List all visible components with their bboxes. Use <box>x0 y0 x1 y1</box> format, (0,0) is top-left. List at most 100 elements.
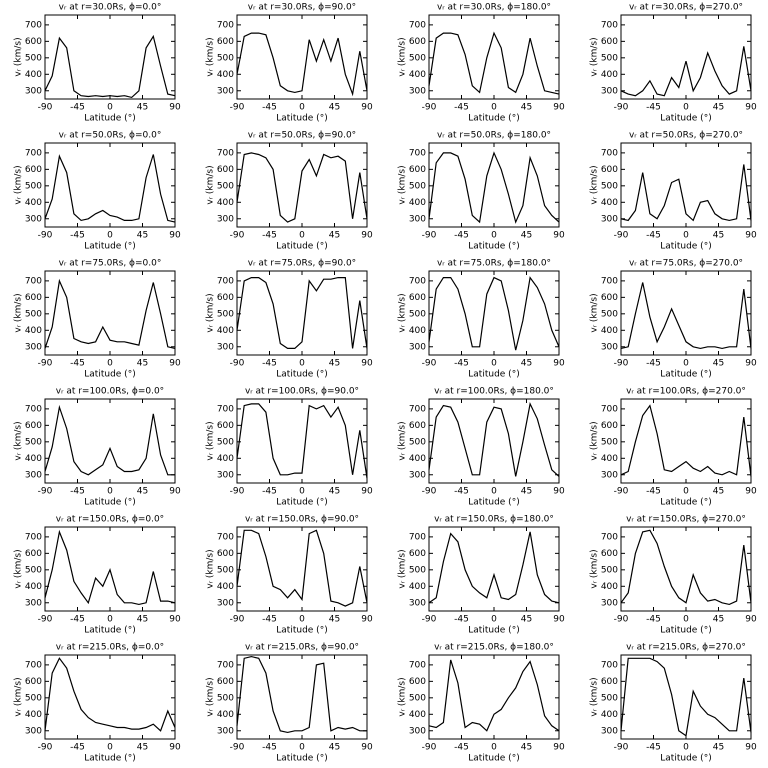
y-axis-label: vᵣ (km/s) <box>398 549 408 588</box>
x-tick-label: 45 <box>329 103 340 113</box>
y-tick-label: 400 <box>409 70 426 80</box>
x-axis-label: Latitude (°) <box>468 370 519 380</box>
chart-title: vᵣ at r=50.0Rs, ϕ=90.0° <box>248 131 356 141</box>
y-axis-label: vᵣ (km/s) <box>206 165 216 204</box>
x-tick-label: 0 <box>299 487 305 497</box>
y-tick-label: 300 <box>601 470 618 480</box>
x-tick-label: 0 <box>491 359 497 369</box>
y-axis-label: vᵣ (km/s) <box>14 549 24 588</box>
x-tick-label: -90 <box>38 615 53 625</box>
x-axis-label: Latitude (°) <box>276 370 327 380</box>
y-tick-label: 600 <box>25 677 42 687</box>
x-tick-label: 0 <box>299 103 305 113</box>
y-tick-label: 600 <box>409 549 426 559</box>
y-tick-label: 300 <box>217 342 234 352</box>
y-tick-label: 500 <box>25 565 42 575</box>
x-tick-label: -90 <box>422 743 437 753</box>
x-tick-label: -90 <box>422 231 437 241</box>
chart-title: vᵣ at r=215.0Rs, ϕ=0.0° <box>56 643 164 653</box>
data-line <box>236 403 368 479</box>
x-axis-label: Latitude (°) <box>276 498 327 508</box>
chart-title: vᵣ at r=75.0Rs, ϕ=270.0° <box>629 259 743 269</box>
x-tick-label: -90 <box>614 743 629 753</box>
y-tick-label: 700 <box>601 532 618 542</box>
y-tick-label: 700 <box>601 660 618 670</box>
x-axis-label: Latitude (°) <box>276 754 327 764</box>
y-axis-label: vᵣ (km/s) <box>206 421 216 460</box>
y-tick-label: 300 <box>25 470 42 480</box>
chart-title: vᵣ at r=215.0Rs, ϕ=180.0° <box>434 643 554 653</box>
x-tick-label: 0 <box>683 103 689 113</box>
y-tick-label: 400 <box>409 582 426 592</box>
x-axis-label: Latitude (°) <box>660 370 711 380</box>
y-tick-label: 600 <box>409 165 426 175</box>
x-tick-label: -45 <box>454 615 469 625</box>
y-axis-label: vᵣ (km/s) <box>590 421 600 460</box>
chart-title: vᵣ at r=75.0Rs, ϕ=180.0° <box>437 259 551 269</box>
data-line <box>44 404 175 476</box>
chart-title: vᵣ at r=100.0Rs, ϕ=90.0° <box>245 387 359 397</box>
chart-title: vᵣ at r=30.0Rs, ϕ=180.0° <box>437 3 551 13</box>
y-tick-label: 700 <box>601 20 618 30</box>
x-tick-label: 90 <box>361 743 373 753</box>
x-tick-label: -45 <box>262 743 277 753</box>
y-tick-label: 300 <box>409 726 426 736</box>
x-axis-label: Latitude (°) <box>84 498 135 508</box>
x-tick-label: 90 <box>745 487 757 497</box>
y-tick-label: 600 <box>217 293 234 303</box>
x-tick-label: -90 <box>230 103 245 113</box>
y-tick-label: 600 <box>217 421 234 431</box>
y-tick-label: 300 <box>601 214 618 224</box>
y-tick-label: 300 <box>217 598 234 608</box>
data-line <box>44 278 176 349</box>
x-tick-label: 45 <box>521 615 532 625</box>
plot-frame <box>428 14 560 100</box>
chart-title: vᵣ at r=215.0Rs, ϕ=270.0° <box>626 643 746 653</box>
y-tick-label: 400 <box>217 454 234 464</box>
y-tick-label: 500 <box>409 53 426 63</box>
y-tick-label: 400 <box>25 70 42 80</box>
x-tick-label: 0 <box>491 103 497 113</box>
x-tick-label: -90 <box>422 103 437 113</box>
y-tick-label: 700 <box>217 532 234 542</box>
y-tick-label: 400 <box>217 198 234 208</box>
y-tick-label: 300 <box>601 726 618 736</box>
x-tick-label: -45 <box>262 615 277 625</box>
plot-frame <box>620 398 752 484</box>
data-line <box>620 282 752 350</box>
y-tick-label: 600 <box>409 293 426 303</box>
chart-title: vᵣ at r=150.0Rs, ϕ=90.0° <box>245 515 359 525</box>
x-tick-label: -45 <box>646 743 661 753</box>
x-tick-label: 45 <box>713 359 724 369</box>
y-tick-label: 300 <box>217 726 234 736</box>
y-tick-label: 500 <box>217 437 234 447</box>
y-tick-label: 400 <box>217 70 234 80</box>
y-tick-label: 500 <box>217 309 234 319</box>
x-tick-label: 90 <box>361 487 373 497</box>
x-tick-label: 45 <box>137 359 148 369</box>
y-tick-label: 700 <box>25 532 42 542</box>
x-tick-label: -90 <box>38 487 53 497</box>
x-axis-label: Latitude (°) <box>660 242 711 252</box>
y-tick-label: 700 <box>409 660 426 670</box>
x-tick-label: -90 <box>422 487 437 497</box>
chart-title: vᵣ at r=150.0Rs, ϕ=180.0° <box>434 515 554 525</box>
chart-title: vᵣ at r=100.0Rs, ϕ=0.0° <box>56 387 164 397</box>
x-tick-label: -45 <box>646 231 661 241</box>
y-tick-label: 400 <box>217 710 234 720</box>
y-tick-label: 400 <box>409 198 426 208</box>
x-tick-label: 45 <box>521 103 532 113</box>
y-tick-label: 300 <box>25 598 42 608</box>
x-tick-label: -45 <box>70 487 85 497</box>
y-axis-label: vᵣ (km/s) <box>398 421 408 460</box>
data-line <box>620 46 752 97</box>
x-tick-label: -45 <box>70 103 85 113</box>
y-tick-label: 500 <box>409 437 426 447</box>
x-tick-label: 45 <box>137 615 148 625</box>
y-tick-label: 400 <box>25 198 42 208</box>
chart-title: vᵣ at r=75.0Rs, ϕ=90.0° <box>248 259 356 269</box>
x-tick-label: -45 <box>454 359 469 369</box>
y-tick-label: 700 <box>25 20 42 30</box>
